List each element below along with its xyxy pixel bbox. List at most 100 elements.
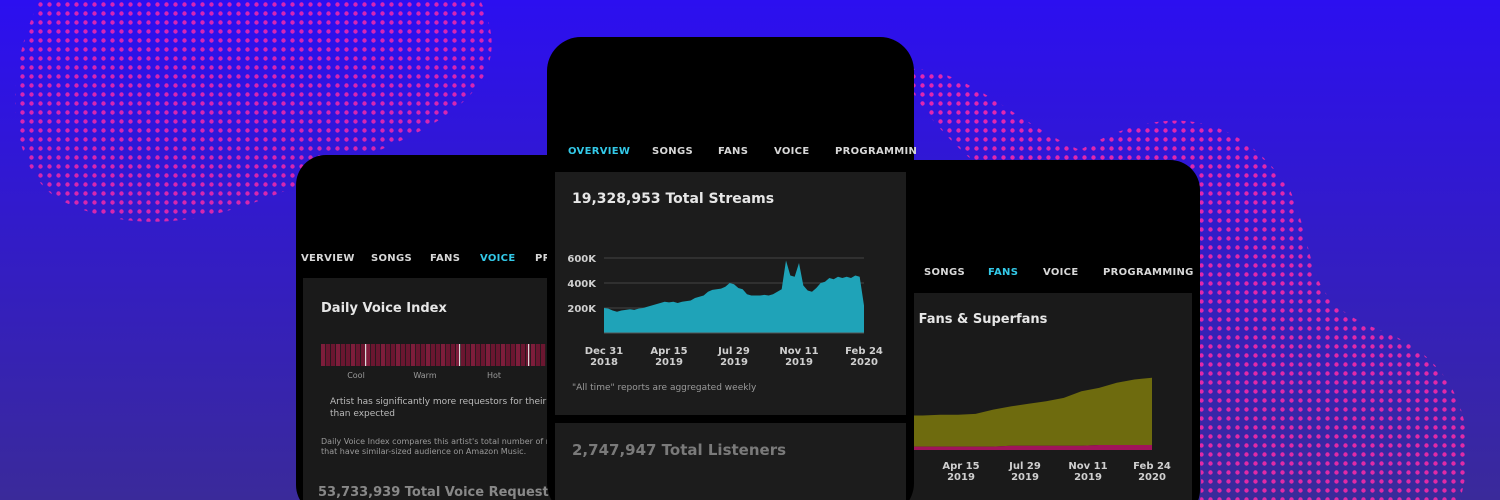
- heat-cell: [341, 344, 346, 366]
- heat-cell: [381, 344, 386, 366]
- card-title: 9 Fans & Superfans: [905, 312, 1048, 327]
- tab[interactable]: FANS: [718, 146, 748, 157]
- y-tick-label: 600K: [567, 254, 597, 265]
- heat-marker: [528, 344, 530, 366]
- scale-label: Cool: [347, 371, 365, 380]
- footnote-line: that have similar-sized audience on Amaz…: [321, 447, 526, 456]
- x-tick-label: 2019: [655, 357, 683, 368]
- center-phone: 19,328,953 Total Streams "All time" repo…: [547, 37, 917, 500]
- scale-label: Warm: [413, 371, 436, 380]
- heat-cell: [511, 344, 516, 366]
- x-tick-label: 2019: [1011, 472, 1039, 483]
- x-tick-label: Nov 11: [779, 346, 818, 357]
- heat-cell: [346, 344, 351, 366]
- heat-cell: [366, 344, 371, 366]
- heat-cell: [436, 344, 441, 366]
- heat-cell: [536, 344, 541, 366]
- heat-cell: [336, 344, 341, 366]
- tab[interactable]: PROGRAMMING: [1103, 267, 1194, 278]
- next-card-title: 2,747,947 Total Listeners: [572, 441, 786, 459]
- voice-index-bar: Cool Warm Hot: [321, 344, 546, 380]
- note-line: than expected: [330, 409, 395, 419]
- card-title: Daily Voice Index: [321, 301, 447, 316]
- heat-cell: [406, 344, 411, 366]
- footnote-line: Daily Voice Index compares this artist's…: [321, 437, 576, 446]
- heat-cell: [411, 344, 416, 366]
- heat-cell: [466, 344, 471, 366]
- card: [555, 423, 906, 500]
- heat-cell: [446, 344, 451, 366]
- heat-cell: [356, 344, 361, 366]
- heat-marker: [459, 344, 461, 366]
- heat-cell: [386, 344, 391, 366]
- heat-cell: [376, 344, 381, 366]
- x-tick-label: Nov 11: [1068, 461, 1107, 472]
- heat-cell: [391, 344, 396, 366]
- x-tick-label: 2019: [947, 472, 975, 483]
- heat-cell: [501, 344, 506, 366]
- heat-cell: [486, 344, 491, 366]
- left-phone: Daily Voice Index Artist has significant…: [296, 155, 586, 500]
- tab[interactable]: SONGS: [652, 146, 693, 157]
- x-tick-label: 2019: [1074, 472, 1102, 483]
- tab[interactable]: FANS: [988, 267, 1018, 278]
- tab[interactable]: PR: [535, 253, 551, 264]
- heat-cell: [401, 344, 406, 366]
- heat-cell: [481, 344, 486, 366]
- card-title: 19,328,953 Total Streams: [572, 191, 774, 207]
- heat-cell: [431, 344, 436, 366]
- heat-cell: [451, 344, 456, 366]
- tab[interactable]: SONGS: [924, 267, 965, 278]
- heat-cell: [531, 344, 536, 366]
- area: [604, 260, 864, 333]
- x-tick-label: 2018: [590, 357, 618, 368]
- chart-note: "All time" reports are aggregated weekly: [572, 383, 757, 393]
- heat-cell: [506, 344, 511, 366]
- heat-cell: [461, 344, 466, 366]
- area: [905, 377, 1152, 447]
- tab[interactable]: VOICE: [1043, 267, 1078, 278]
- x-tick-label: Feb 24: [845, 346, 883, 357]
- heat-cell: [416, 344, 421, 366]
- tab[interactable]: VOICE: [774, 146, 809, 157]
- card: [303, 278, 563, 500]
- tab[interactable]: SONGS: [371, 253, 412, 264]
- area: [905, 444, 1152, 450]
- y-tick-label: 400K: [567, 279, 597, 290]
- heat-cell: [326, 344, 331, 366]
- y-tick-label: 200K: [567, 304, 597, 315]
- x-tick-label: Feb 24: [1133, 461, 1171, 472]
- heat-cell: [361, 344, 366, 366]
- tab[interactable]: FANS: [430, 253, 460, 264]
- x-tick-label: 2020: [1138, 472, 1166, 483]
- x-tick-label: 2020: [850, 357, 878, 368]
- x-tick-label: Jul 29: [717, 346, 750, 357]
- scale-label: Hot: [487, 371, 501, 380]
- heat-cell: [421, 344, 426, 366]
- heat-cell: [521, 344, 526, 366]
- tab[interactable]: OVERVIEW: [568, 146, 630, 157]
- heat-cell: [441, 344, 446, 366]
- x-tick-label: 2019: [720, 357, 748, 368]
- dot-pattern: [15, 0, 492, 222]
- tab[interactable]: PROGRAMMIN: [835, 146, 917, 157]
- heat-cell: [351, 344, 356, 366]
- heat-cell: [516, 344, 521, 366]
- tab[interactable]: VOICE: [480, 253, 515, 264]
- heat-cell: [491, 344, 496, 366]
- heat-cell: [496, 344, 501, 366]
- heat-cell: [321, 344, 326, 366]
- tab[interactable]: VERVIEW: [301, 253, 355, 264]
- heat-cell: [331, 344, 336, 366]
- heat-cell: [426, 344, 431, 366]
- heat-marker: [365, 344, 367, 366]
- x-tick-label: Apr 15: [942, 461, 979, 472]
- note-line: Artist has significantly more requestors…: [330, 397, 558, 407]
- heat-cell: [396, 344, 401, 366]
- heat-cell: [456, 344, 461, 366]
